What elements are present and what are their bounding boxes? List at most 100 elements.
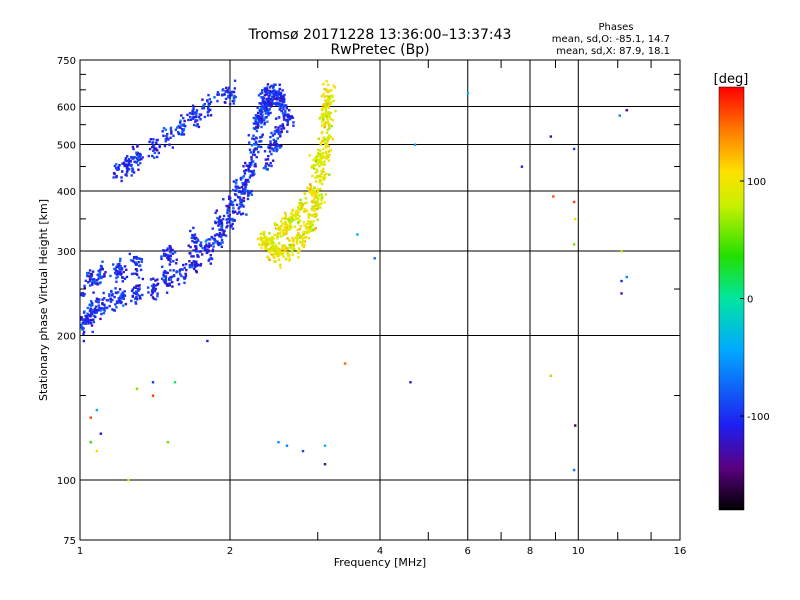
data-point xyxy=(168,143,171,146)
data-point xyxy=(137,257,141,260)
data-point xyxy=(87,322,90,325)
data-point xyxy=(290,215,294,218)
data-point xyxy=(321,139,324,142)
data-point xyxy=(196,250,199,253)
data-point xyxy=(269,144,272,147)
data-point xyxy=(279,125,282,128)
data-point xyxy=(249,151,253,154)
data-point xyxy=(140,260,143,263)
data-point xyxy=(248,191,251,195)
data-point xyxy=(278,249,281,252)
data-point xyxy=(205,238,209,242)
data-point xyxy=(114,271,118,274)
data-point xyxy=(218,242,221,245)
data-point xyxy=(316,187,319,191)
data-point xyxy=(251,171,254,174)
data-point xyxy=(193,263,197,266)
data-point xyxy=(202,104,205,107)
data-point xyxy=(216,90,220,94)
data-point xyxy=(269,241,272,244)
data-point xyxy=(169,251,172,254)
data-point xyxy=(153,151,157,155)
data-point xyxy=(132,291,136,295)
data-point xyxy=(245,183,248,186)
data-point xyxy=(152,297,156,300)
data-point xyxy=(329,102,332,106)
data-point xyxy=(89,311,93,314)
data-point xyxy=(251,160,255,163)
data-point xyxy=(262,107,266,110)
data-point xyxy=(221,228,224,232)
data-point xyxy=(271,247,274,250)
data-point xyxy=(89,321,93,325)
data-point xyxy=(309,229,313,233)
data-point xyxy=(99,267,103,271)
data-point xyxy=(274,94,277,97)
data-point xyxy=(123,290,126,293)
data-point xyxy=(316,162,320,166)
data-point xyxy=(108,304,111,308)
data-point xyxy=(273,247,276,250)
data-point xyxy=(258,110,262,113)
data-point xyxy=(235,203,239,207)
data-point xyxy=(283,220,287,224)
data-point xyxy=(274,117,278,120)
data-point xyxy=(278,87,282,91)
data-point xyxy=(321,182,324,185)
data-point xyxy=(87,281,90,284)
data-point xyxy=(95,449,99,453)
data-point xyxy=(134,292,138,296)
data-point xyxy=(314,202,318,205)
data-point xyxy=(101,260,104,263)
data-point xyxy=(195,124,198,128)
data-point xyxy=(280,224,283,228)
data-point xyxy=(268,102,271,105)
data-point xyxy=(115,174,118,178)
data-point xyxy=(266,158,270,161)
data-point xyxy=(184,263,188,266)
data-point xyxy=(95,282,99,285)
data-point xyxy=(156,292,159,295)
data-point xyxy=(98,276,101,279)
data-point xyxy=(291,253,294,256)
data-point xyxy=(136,293,139,296)
data-point xyxy=(154,298,158,301)
data-point xyxy=(289,243,293,247)
data-point xyxy=(311,228,315,231)
data-point xyxy=(309,183,312,186)
data-point xyxy=(115,166,118,170)
data-point xyxy=(91,330,94,334)
data-point xyxy=(247,193,250,196)
data-point xyxy=(189,229,192,233)
data-point xyxy=(282,231,285,235)
data-point xyxy=(239,205,242,208)
data-point xyxy=(198,250,202,253)
data-point xyxy=(139,268,143,272)
data-point xyxy=(189,111,192,115)
data-point xyxy=(178,121,182,124)
data-point xyxy=(229,200,232,203)
data-point xyxy=(265,91,269,94)
data-point xyxy=(281,125,285,128)
data-point xyxy=(236,185,239,188)
data-point xyxy=(182,129,185,133)
data-point xyxy=(192,255,195,258)
data-point xyxy=(313,186,316,189)
data-point xyxy=(268,258,271,262)
data-point xyxy=(103,297,106,300)
data-point xyxy=(307,212,310,216)
data-point xyxy=(277,93,281,96)
data-point xyxy=(267,238,270,241)
data-point xyxy=(210,235,213,239)
data-point xyxy=(162,127,166,130)
data-point xyxy=(137,276,141,279)
data-point xyxy=(297,232,300,235)
data-point xyxy=(123,294,127,297)
data-point xyxy=(307,216,311,219)
data-point xyxy=(275,223,279,226)
y-axis-ticks: 75 100 200 300 400 500 600 750 xyxy=(57,56,680,547)
data-point xyxy=(135,255,138,259)
data-point xyxy=(312,209,316,212)
data-point xyxy=(260,89,264,92)
data-point xyxy=(235,193,238,197)
